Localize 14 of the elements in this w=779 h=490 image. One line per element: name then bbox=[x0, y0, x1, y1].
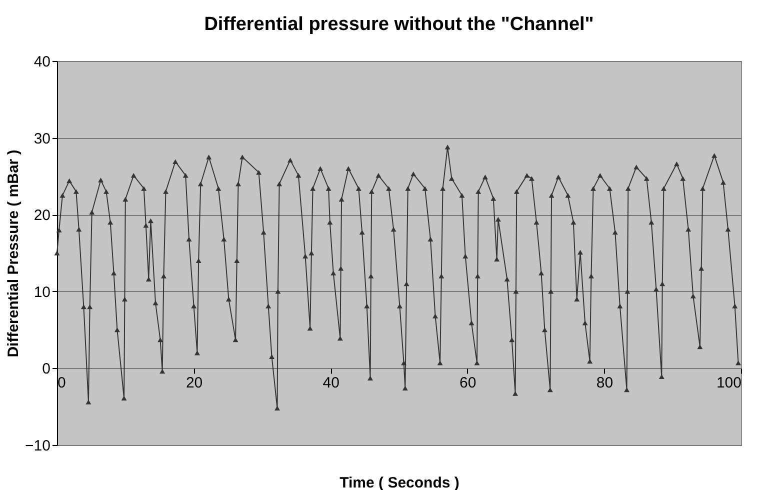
chart-title: Differential pressure without the "Channel" bbox=[204, 14, 594, 35]
y-tick-label: 30 bbox=[34, 130, 50, 148]
x-tick-label: 40 bbox=[322, 374, 340, 392]
x-tick-label: 80 bbox=[596, 374, 614, 392]
y-tick-label: 0 bbox=[42, 360, 50, 378]
x-tick-label: 20 bbox=[186, 374, 203, 392]
x-tick-label: 60 bbox=[460, 374, 476, 392]
y-tick-label: 10 bbox=[34, 284, 50, 301]
x-tick-label: 0 bbox=[58, 374, 66, 392]
y-tick-label: −10 bbox=[25, 438, 50, 454]
y-tick-label: 40 bbox=[34, 54, 50, 70]
y-tick-label: 20 bbox=[34, 207, 50, 224]
y-axis-title: Differential Pressure ( mBar ) bbox=[5, 150, 22, 358]
x-tick-label: 100 bbox=[716, 374, 742, 392]
